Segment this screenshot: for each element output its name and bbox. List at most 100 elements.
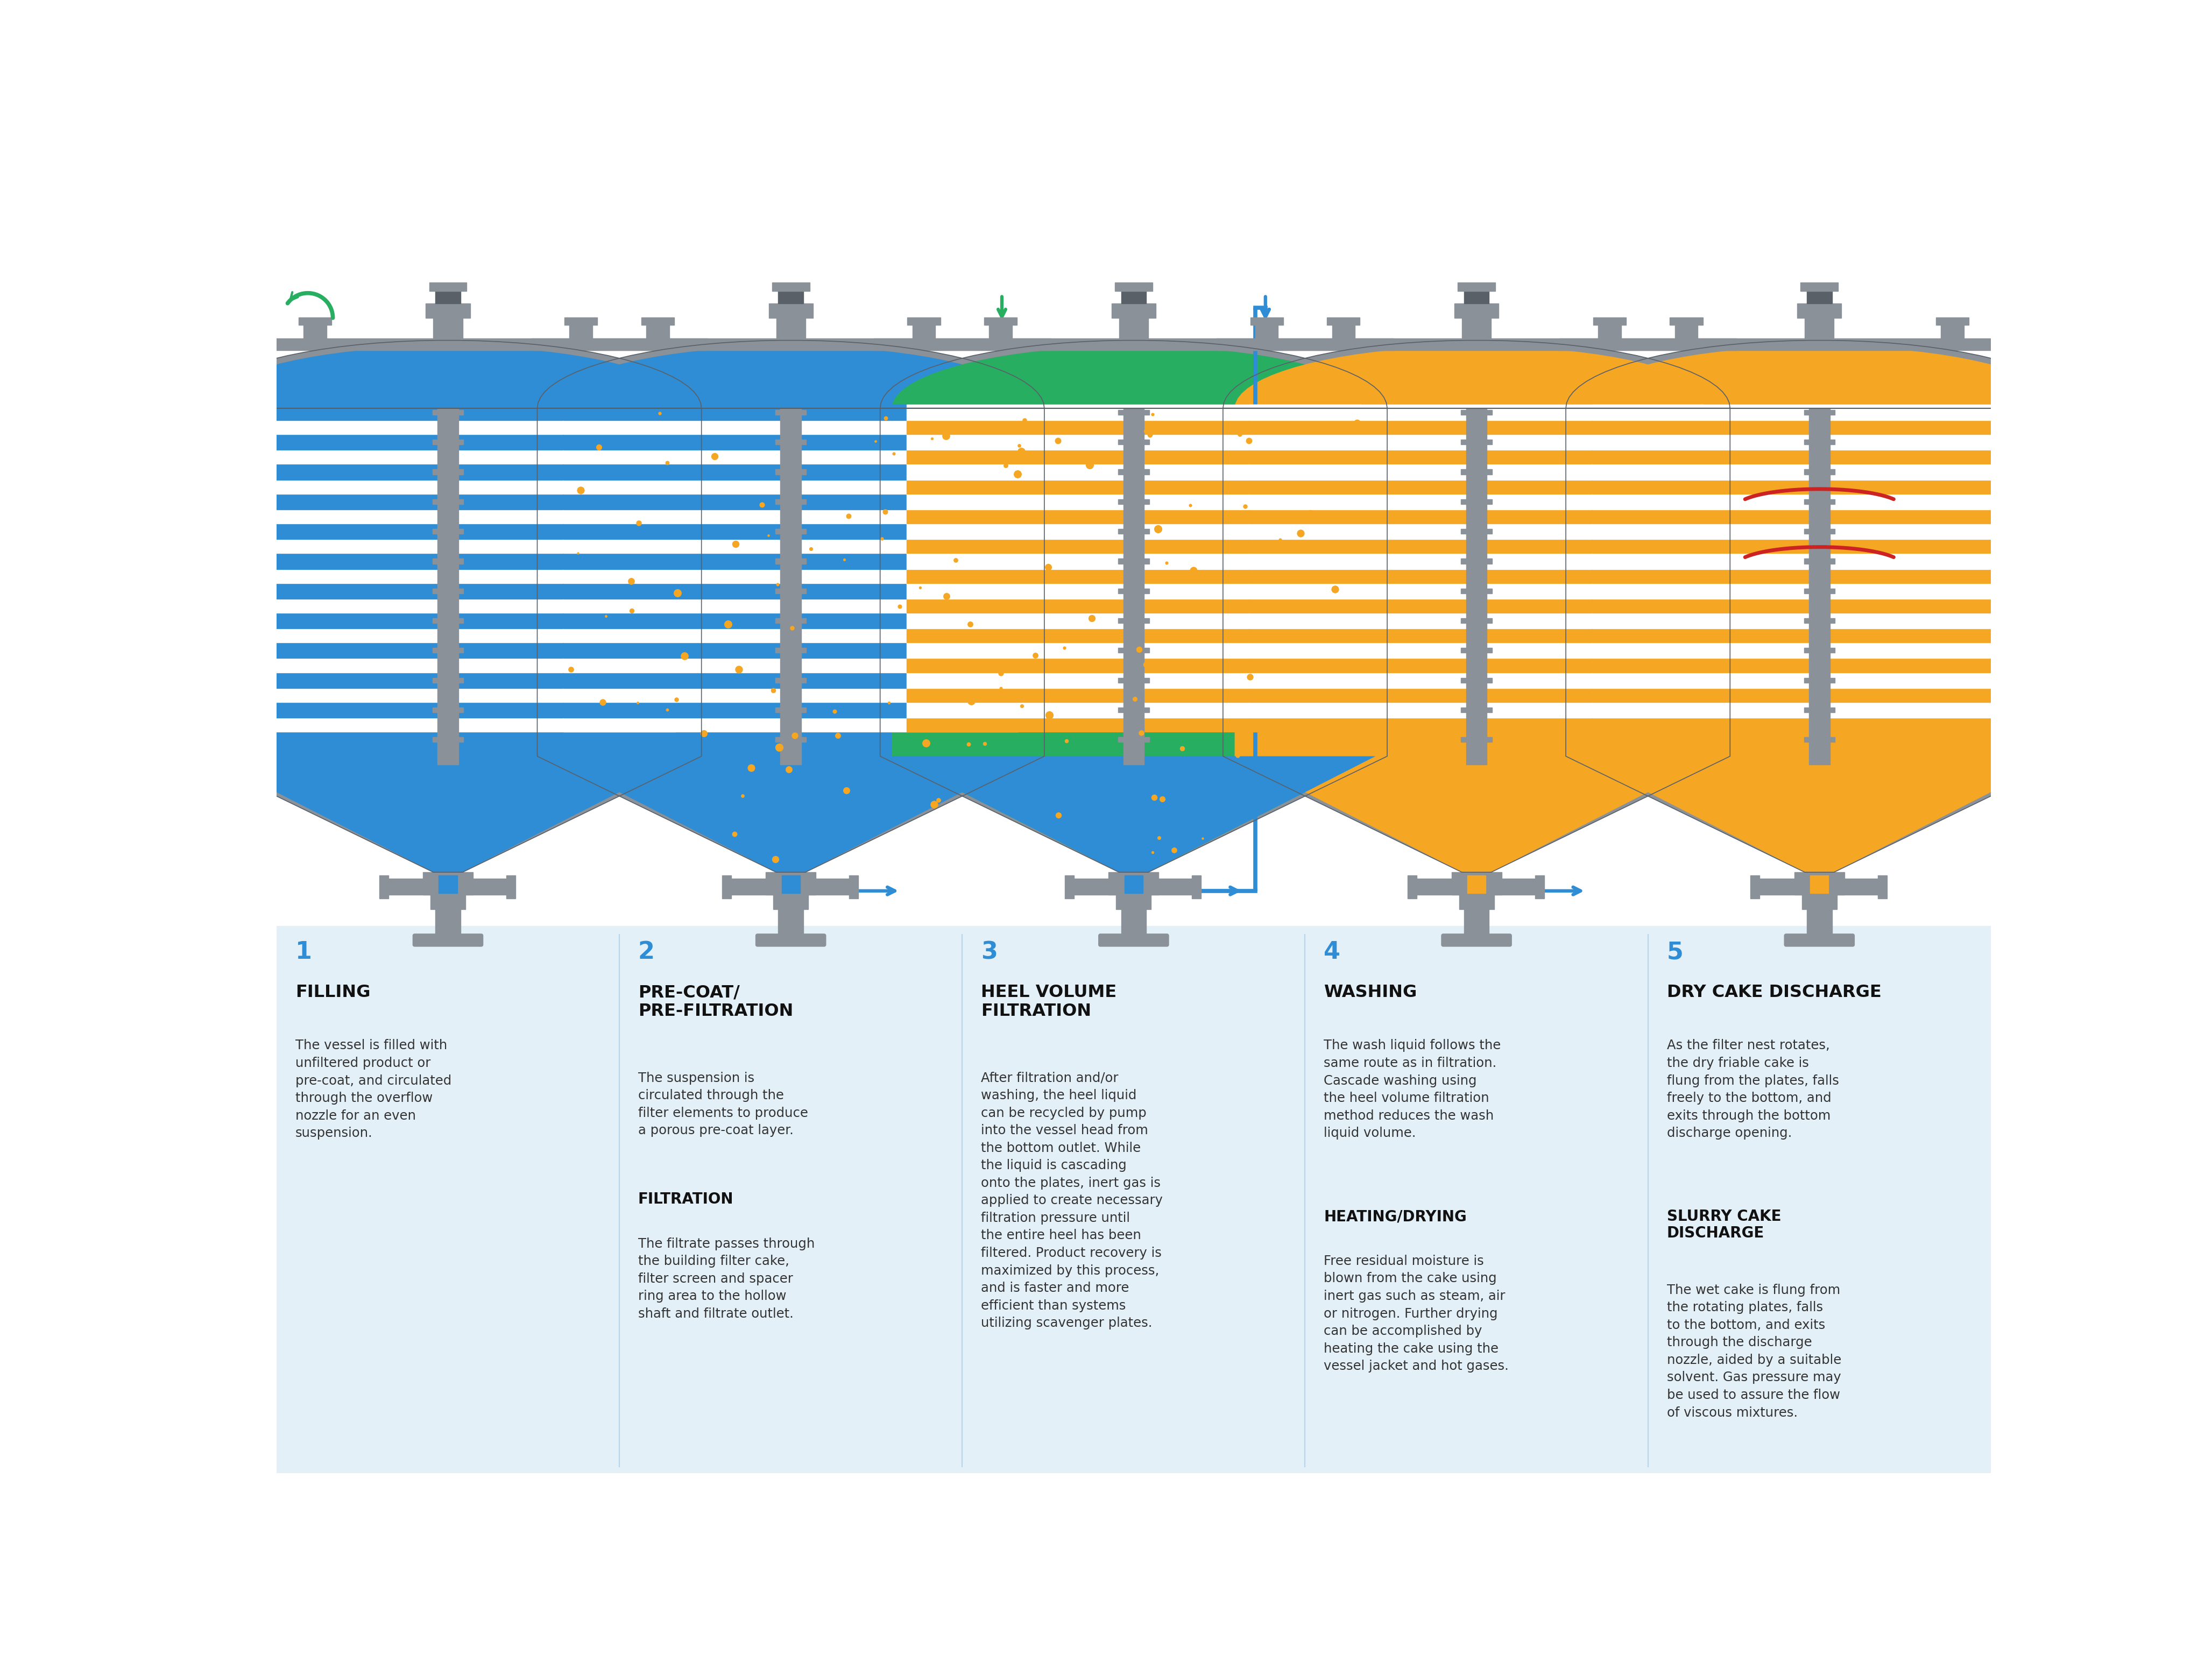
Bar (1108, 872, 1159, 895)
Bar (907, 659, 1360, 672)
Bar (1113, 303, 1155, 318)
Bar (907, 612, 1360, 629)
Bar (568, 319, 593, 339)
Bar (221, 583, 675, 599)
Bar (564, 702, 1018, 718)
FancyBboxPatch shape (1099, 933, 1168, 947)
Bar (907, 629, 1360, 642)
Bar (1798, 303, 1840, 318)
Bar (776, 470, 805, 475)
Bar (1467, 875, 1486, 894)
Bar (564, 540, 1018, 553)
Text: FILLING: FILLING (294, 985, 369, 1001)
Bar (1462, 500, 1491, 505)
Bar (1809, 875, 1829, 894)
Bar (188, 339, 708, 351)
Bar (1674, 319, 1699, 339)
Bar (1593, 688, 2046, 702)
Bar (1805, 736, 1834, 741)
Bar (1413, 879, 1540, 895)
Bar (907, 599, 1360, 612)
FancyBboxPatch shape (414, 933, 482, 947)
Bar (1593, 434, 2046, 450)
Bar (221, 718, 675, 732)
Bar (1774, 556, 1783, 583)
Bar (1805, 677, 1834, 682)
Bar (142, 556, 150, 583)
Bar (1119, 318, 1148, 339)
Bar (701, 561, 748, 579)
Bar (907, 718, 1360, 732)
Bar (221, 659, 675, 672)
Bar (1464, 910, 1489, 935)
Bar (1670, 318, 1703, 324)
Bar (1593, 553, 2046, 569)
Bar (221, 540, 675, 553)
Bar (1119, 707, 1148, 712)
Bar (434, 677, 462, 682)
Bar (1593, 659, 2046, 672)
Bar (434, 707, 462, 712)
Bar (1064, 875, 1075, 899)
Bar (1462, 530, 1491, 535)
Bar (564, 510, 1018, 523)
Bar (1250, 420, 1703, 434)
Text: After filtration and/or
washing, the heel liquid
can be recycled by pump
into th: After filtration and/or washing, the hee… (980, 1071, 1164, 1329)
Bar (1467, 409, 1486, 765)
Bar (1559, 339, 2079, 351)
Bar (564, 569, 1018, 583)
Text: As the filter nest rotates,
the dry friable cake is
flung from the plates, falls: As the filter nest rotates, the dry fria… (1666, 1039, 1838, 1140)
Bar (1217, 339, 1736, 351)
Text: WASHING: WASHING (1323, 985, 1418, 1001)
Bar (564, 553, 1018, 569)
Bar (834, 561, 880, 579)
Bar (779, 291, 803, 303)
Bar (1088, 556, 1097, 583)
Bar (911, 319, 936, 339)
Bar (1462, 410, 1491, 415)
Bar (1462, 559, 1491, 564)
Text: 1: 1 (294, 940, 312, 963)
Bar (776, 559, 805, 564)
Bar (1119, 736, 1148, 741)
Bar (1462, 470, 1491, 475)
Bar (564, 404, 1018, 420)
Bar (1119, 530, 1148, 535)
Bar (1462, 440, 1491, 445)
Bar (907, 480, 1360, 493)
Bar (1119, 440, 1148, 445)
Bar (434, 647, 462, 652)
Bar (1250, 629, 1703, 642)
Bar (1250, 450, 1703, 463)
Bar (1250, 318, 1283, 324)
Bar (776, 318, 805, 339)
Bar (434, 736, 462, 741)
Bar (1593, 523, 2046, 540)
Text: The wash liquid follows the
same route as in filtration.
Cascade washing using
t: The wash liquid follows the same route a… (1323, 1039, 1502, 1140)
Bar (429, 283, 467, 291)
Bar (1250, 569, 1703, 583)
Text: The vessel is filled with
unfiltered product or
pre-coat, and circulated
through: The vessel is filled with unfiltered pro… (294, 1039, 451, 1140)
Bar (776, 440, 805, 445)
Bar (1593, 672, 2046, 688)
Bar (907, 642, 1360, 659)
Bar (438, 875, 458, 894)
Bar (221, 702, 675, 718)
Bar (1071, 879, 1197, 895)
Bar (1593, 702, 2046, 718)
Bar (772, 283, 810, 291)
Bar (221, 420, 675, 434)
Text: 4: 4 (1323, 940, 1340, 963)
Bar (1462, 707, 1491, 712)
Text: FILTRATION: FILTRATION (637, 1192, 734, 1206)
Bar (989, 319, 1013, 339)
Text: HEEL VOLUME
FILTRATION: HEEL VOLUME FILTRATION (980, 985, 1117, 1019)
Bar (148, 561, 195, 579)
Bar (221, 450, 675, 463)
Bar (1520, 561, 1566, 579)
Bar (1593, 450, 2046, 463)
Polygon shape (538, 341, 1044, 872)
Bar (221, 480, 675, 493)
Bar (1250, 642, 1703, 659)
Bar (779, 910, 803, 935)
